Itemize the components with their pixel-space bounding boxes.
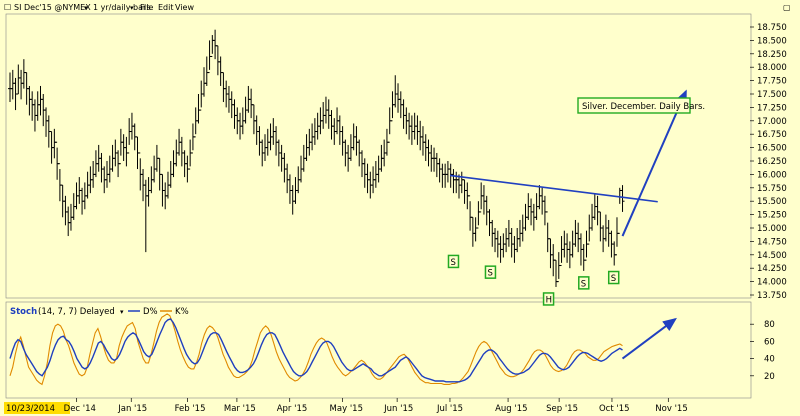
price-tick-label: 16.750 xyxy=(757,130,787,140)
pattern-label: S xyxy=(447,254,460,269)
timeframe-label[interactable]: 1 yr/daily bars xyxy=(93,3,151,12)
price-axis: 18.750 18.500 18.250 18.000 17.750 17.500 17.2… xyxy=(750,23,787,301)
price-tick-label: 15.250 xyxy=(757,211,787,221)
price-tick-label: 14.500 xyxy=(757,251,787,261)
stoch-params: (14, 7, 7) Delayed xyxy=(38,307,115,317)
price-tick-label: 17.250 xyxy=(757,103,787,113)
annotation-box xyxy=(577,97,691,114)
time-tick-label: Oct '15 xyxy=(599,404,630,414)
price-tick-label: 14.250 xyxy=(757,264,787,274)
price-tick-label: 17.000 xyxy=(757,117,787,127)
annotation-text: Silver. December. Daily Bars. xyxy=(582,102,705,112)
time-axis: 10/23/2014 Dec '14 Jan '15 Feb '15 Mar '15 Ap… xyxy=(4,398,688,414)
time-tick-label: Nov '15 xyxy=(655,404,687,414)
pattern-label-text: S xyxy=(611,274,616,284)
start-date-highlight xyxy=(4,402,70,414)
price-tick-label: 14.750 xyxy=(757,237,787,247)
price-bars xyxy=(8,29,625,287)
stoch-tick-label: 40 xyxy=(764,355,775,365)
price-tick-label: 17.750 xyxy=(757,77,787,87)
menu-file[interactable]: File xyxy=(140,3,153,12)
pattern-label-text: S xyxy=(450,258,455,268)
price-tick-label: 16.250 xyxy=(757,157,787,167)
window-control-icon[interactable]: ▢ xyxy=(783,3,791,12)
time-tick-label: 10/23/2014 xyxy=(6,404,55,414)
time-tick-label: Sep '15 xyxy=(546,404,578,414)
price-tick-label: 15.000 xyxy=(757,224,787,234)
pattern-overlays: S S H S S xyxy=(447,89,687,306)
menu-view[interactable]: View xyxy=(175,3,194,12)
time-tick-label: May '15 xyxy=(330,404,363,414)
price-tick-label: 13.750 xyxy=(757,291,787,301)
price-tick-label: 18.000 xyxy=(757,63,787,73)
time-tick-label: Apr '15 xyxy=(277,404,308,414)
title-dropdown-icon[interactable]: ▾ xyxy=(84,4,88,12)
time-tick-label: Jun '15 xyxy=(383,404,413,414)
stoch-legend: Stoch (14, 7, 7) Delayed ▾ D% K% xyxy=(10,307,189,317)
stoch-arrow xyxy=(621,317,677,360)
time-tick-label: Feb '15 xyxy=(175,404,206,414)
d-legend-label: D% xyxy=(143,307,158,317)
annotation: Silver. December. Daily Bars. xyxy=(577,97,705,114)
price-tick-label: 18.500 xyxy=(757,36,787,46)
projection-arrow xyxy=(621,89,687,237)
price-tick-label: 17.500 xyxy=(757,90,787,100)
pattern-label: H xyxy=(542,292,555,306)
price-tick-label: 18.250 xyxy=(757,50,787,60)
time-tick-label: Jul '15 xyxy=(436,404,463,414)
stoch-axis: 80 60 40 20 xyxy=(750,320,775,382)
pattern-label-text: S xyxy=(581,279,586,289)
pattern-label: S xyxy=(578,276,590,290)
stoch-tick-label: 80 xyxy=(764,320,775,330)
time-tick-label: Jan '15 xyxy=(117,404,147,414)
price-tick-label: 18.750 xyxy=(757,23,787,33)
title-box: ☐ xyxy=(4,3,11,12)
price-bar xyxy=(620,185,625,212)
time-tick-label: Dec '14 xyxy=(64,404,96,414)
price-tick-label: 14.000 xyxy=(757,278,787,288)
k-legend-label: K% xyxy=(175,307,189,317)
price-tick-label: 15.750 xyxy=(757,184,787,194)
price-tick-label: 16.000 xyxy=(757,170,787,180)
time-tick-label: Mar '15 xyxy=(224,404,256,414)
pattern-label-text: S xyxy=(487,269,492,279)
menu-edit[interactable]: Edit xyxy=(158,3,174,12)
price-tick-label: 15.500 xyxy=(757,197,787,207)
pattern-label: S xyxy=(484,265,497,279)
window-title[interactable]: SI Dec'15 @NYMEX xyxy=(14,3,91,12)
stoch-tick-label: 60 xyxy=(764,337,775,347)
stoch-tick-label: 20 xyxy=(764,372,775,382)
price-panel-border xyxy=(5,13,752,299)
stoch-panel-border xyxy=(5,301,752,399)
price-tick-label: 16.500 xyxy=(757,144,787,154)
title-bar: ☐ SI Dec'15 @NYMEX ▾ 1 yr/daily bars ▾ F… xyxy=(0,0,800,13)
stoch-label[interactable]: Stoch xyxy=(10,307,37,317)
neckline xyxy=(449,174,658,203)
timeframe-dropdown-icon[interactable]: ▾ xyxy=(130,4,134,12)
pattern-label: S xyxy=(607,270,620,285)
stoch-lines xyxy=(9,313,677,386)
stoch-dropdown-icon[interactable]: ▾ xyxy=(120,308,124,316)
d-line xyxy=(9,318,623,383)
time-tick-label: Aug '15 xyxy=(495,404,527,414)
pattern-label-text: H xyxy=(546,295,552,305)
